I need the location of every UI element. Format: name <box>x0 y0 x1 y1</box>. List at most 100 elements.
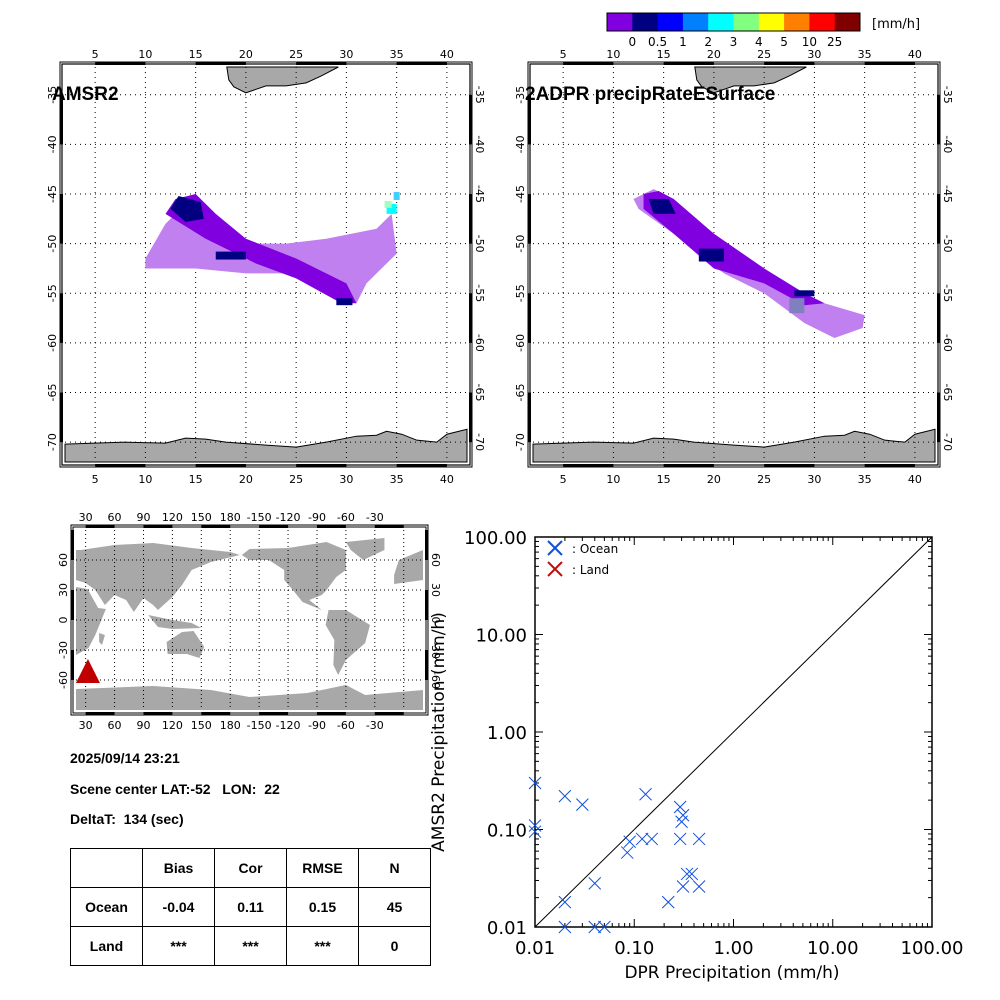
lon-tick-label: 35 <box>390 48 404 61</box>
lon-tick-label: 5 <box>92 48 99 61</box>
border-segment <box>85 525 115 528</box>
lon-tick-label: 25 <box>289 473 303 486</box>
border-segment <box>60 392 63 443</box>
antarctica-landmass <box>64 428 468 463</box>
lat-tick-label: -65 <box>473 384 486 402</box>
data-point-ocean <box>558 920 572 934</box>
globe-lon-tick: 150 <box>191 719 212 732</box>
precip-moderate <box>165 194 357 304</box>
stats-header-n: N <box>358 848 431 888</box>
lon-tick-label: 20 <box>239 48 253 61</box>
data-point-ocean <box>635 832 649 846</box>
data-point-ocean <box>528 819 542 832</box>
precip-moderate <box>643 191 825 306</box>
colorbar-tick-label: 0.5 <box>648 35 667 49</box>
border-segment <box>296 464 347 467</box>
x-tick-label: 100.00 <box>901 938 964 959</box>
lon-tick-label: 20 <box>707 48 721 61</box>
colorbar: 0 0.5 1 2 3 4 5 10 25 [mm/h] <box>606 12 920 49</box>
precip-high <box>384 200 392 208</box>
x-tick-label: 0.10 <box>614 938 654 959</box>
precip-heavy <box>698 248 724 262</box>
lat-tick-label: -35 <box>473 86 486 104</box>
stats-cell: 0.11 <box>214 887 287 927</box>
map-title: 2ADPR precipRateESurface <box>525 84 775 105</box>
stats-table: Bias Cor RMSE N Ocean -0.04 0.11 0.15 45… <box>70 848 431 966</box>
border-segment <box>95 62 146 65</box>
lon-tick-label: 10 <box>138 473 152 486</box>
stats-cell: Ocean <box>70 887 143 927</box>
border-segment <box>374 712 404 715</box>
border-segment <box>316 712 346 715</box>
lat-tick-label: -55 <box>46 284 59 302</box>
globe-lon-tick: 90 <box>136 511 150 524</box>
legend-marker-icon <box>547 540 563 556</box>
stats-cell: *** <box>286 926 359 966</box>
lat-tick-label: -45 <box>46 185 59 203</box>
lon-tick-label: 5 <box>560 48 567 61</box>
data-point-ocean <box>675 815 688 829</box>
precip-heavy <box>170 196 204 222</box>
legend-label: : Land <box>572 563 609 577</box>
border-segment <box>259 525 289 528</box>
x-axis-label: DPR Precipitation (mm/h) <box>624 963 839 983</box>
precip-heavy <box>648 198 676 214</box>
data-point-ocean <box>558 895 572 909</box>
border-segment <box>937 392 940 443</box>
data-point-ocean <box>588 920 602 934</box>
lat-tick-label: -35 <box>46 86 59 104</box>
lon-tick-label: 20 <box>239 473 253 486</box>
landmass <box>99 633 105 645</box>
landmass <box>76 685 423 710</box>
lon-tick-label: 40 <box>440 473 454 486</box>
scene-center-label: Scene center LAT:-52 LON: 22 <box>70 781 280 797</box>
legend: : Ocean : Land <box>547 540 618 577</box>
colorbar-tick-label: 0 <box>628 35 636 49</box>
lon-tick-label: 35 <box>858 473 872 486</box>
lon-tick-label: 40 <box>908 473 922 486</box>
border-segment <box>60 94 63 145</box>
colorbar-swatch <box>809 13 836 31</box>
globe-lat-tick: 30 <box>429 583 442 597</box>
lon-tick-label: 30 <box>807 48 821 61</box>
lat-tick-label: -65 <box>941 384 954 402</box>
legend-item-ocean: : Ocean <box>547 540 618 556</box>
globe-lon-tick: -120 <box>276 719 301 732</box>
lon-tick-label: 10 <box>606 48 620 61</box>
border-segment <box>528 392 531 443</box>
border-segment <box>71 530 74 560</box>
lon-tick-label: 15 <box>189 48 203 61</box>
y-tick-label: 0.01 <box>487 918 527 939</box>
data-point-ocean <box>598 920 611 934</box>
globe-lat-tick: 60 <box>57 553 70 567</box>
colorbar-swatches <box>607 13 861 31</box>
border-segment <box>425 530 428 560</box>
globe-map: 30 30 60 60 90 90 120 120 150 150 180 180 -150 -150 -1… <box>57 511 442 732</box>
border-segment <box>425 590 428 620</box>
map-title: AMSR2 <box>52 84 119 105</box>
globe-lat-tick: 60 <box>429 553 442 567</box>
lon-tick-label: 15 <box>189 473 203 486</box>
globe-lat-tick: 0 <box>429 617 442 624</box>
lat-tick-label: -65 <box>46 384 59 402</box>
lon-tick-label: 10 <box>138 48 152 61</box>
data-point-ocean <box>528 825 542 839</box>
globe-lon-tick: -60 <box>337 719 355 732</box>
legend-marker-icon <box>547 561 563 577</box>
globe-lon-tick: 180 <box>220 511 241 524</box>
globe-lon-tick: -60 <box>337 511 355 524</box>
border-segment <box>528 194 531 244</box>
lon-tick-label: 40 <box>908 48 922 61</box>
lat-tick-label: -60 <box>514 334 527 352</box>
globe-lon-tick: -90 <box>308 719 326 732</box>
colorbar-swatch <box>708 13 734 31</box>
globe-lon-tick: -120 <box>276 511 301 524</box>
border-segment <box>296 62 347 65</box>
lat-tick-label: -50 <box>46 235 59 253</box>
lat-tick-label: -55 <box>473 284 486 302</box>
stats-cell: 45 <box>358 887 431 927</box>
map-panel-dpr: 5 5 10 10 15 15 20 20 25 25 30 30 35 35 40 40 -35 -35 -40 -… <box>514 48 954 486</box>
precip-heavy <box>336 298 353 306</box>
colorbar-swatch <box>834 13 861 31</box>
lon-tick-label: 5 <box>92 473 99 486</box>
